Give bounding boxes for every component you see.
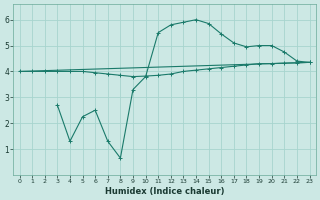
X-axis label: Humidex (Indice chaleur): Humidex (Indice chaleur) xyxy=(105,187,224,196)
